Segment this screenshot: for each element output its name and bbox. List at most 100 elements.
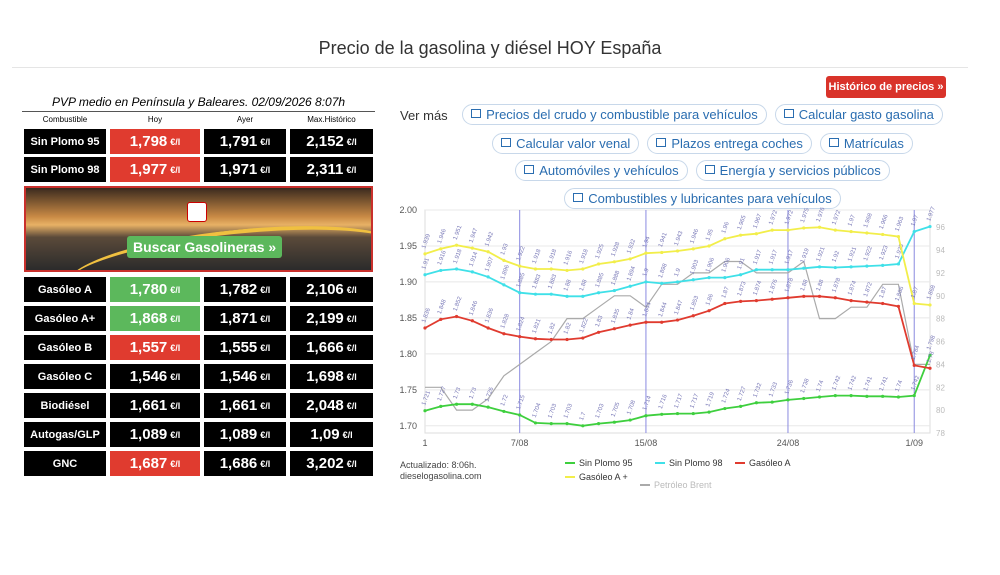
x-tick-label: 24/08 <box>777 438 800 448</box>
data-label: 1.727 <box>737 385 748 402</box>
point <box>881 263 885 267</box>
data-label: 1.966 <box>879 213 890 230</box>
divider <box>12 67 968 68</box>
data-label: 1.91 <box>737 257 747 271</box>
point <box>786 296 790 300</box>
data-label: 1.73 <box>469 386 479 400</box>
search-button[interactable]: Buscar Gasolineras » <box>127 236 283 258</box>
data-label: 1.885 <box>595 272 606 289</box>
point <box>470 319 474 323</box>
unit: €/l <box>260 371 271 382</box>
data-label: 1.923 <box>879 244 890 261</box>
data-label: 1.97 <box>910 214 920 228</box>
data-label: 1.784 <box>910 344 921 361</box>
history-button[interactable]: Histórico de precios » <box>826 76 946 98</box>
data-label: 1.916 <box>437 249 448 266</box>
link[interactable]: Plazos entrega coches <box>647 133 812 154</box>
point <box>770 297 774 301</box>
unit: €/l <box>260 429 271 440</box>
data-label: 1.946 <box>437 228 448 245</box>
unit: €/l <box>346 400 357 411</box>
data-label: 1.918 <box>453 248 464 265</box>
point <box>928 353 932 357</box>
price-cell: 2,152 €/l <box>290 129 373 154</box>
unit: €/l <box>346 342 357 353</box>
point <box>881 301 885 306</box>
point <box>754 232 759 236</box>
price: 1,666 <box>306 339 344 356</box>
y2-tick-label: 88 <box>936 315 945 324</box>
data-label: 1.84 <box>626 307 636 321</box>
link[interactable]: Calcular valor venal <box>492 133 640 154</box>
point <box>723 301 727 306</box>
page-title: Precio de la gasolina y diésel HOY Españ… <box>318 38 662 58</box>
data-label: 1.88 <box>800 278 810 292</box>
data-label: 1.717 <box>674 392 685 409</box>
unit: €/l <box>346 371 357 382</box>
price-cell: 1,977 €/l <box>110 157 200 182</box>
point <box>502 409 506 414</box>
data-label: 1.91 <box>421 257 431 271</box>
point <box>691 278 695 282</box>
price-cell: 1,871 €/l <box>204 306 286 331</box>
data-label: 1.78 <box>926 350 936 364</box>
data-label: 1.942 <box>484 231 495 248</box>
data-label: 1.903 <box>690 259 701 276</box>
data-label: 1.888 <box>611 269 622 286</box>
data-label: 1.872 <box>863 281 874 298</box>
data-label: 1.847 <box>674 299 685 316</box>
point <box>817 265 822 269</box>
point <box>691 411 695 416</box>
data-label: 1.88 <box>579 278 589 292</box>
data-label: 1.798 <box>926 334 937 351</box>
data-label: 1.86 <box>705 293 715 307</box>
data-label: 1.87 <box>721 286 731 300</box>
unit: €/l <box>170 284 181 295</box>
fuel-name: Sin Plomo 95 <box>24 129 106 154</box>
price: 2,311 <box>306 161 344 178</box>
legend-label: Gasóleo A + <box>579 472 628 482</box>
price-cell: 1,666 €/l <box>290 335 373 360</box>
point <box>802 226 806 230</box>
point <box>644 280 648 284</box>
price: 1,661 <box>219 397 258 414</box>
unit: €/l <box>346 164 357 175</box>
link[interactable]: Combustibles y lubricantes para vehículo… <box>564 188 841 209</box>
data-label: 1.878 <box>832 277 843 294</box>
price: 1,555 <box>219 339 258 356</box>
data-label: 1.977 <box>926 205 937 222</box>
data-label: 1.907 <box>484 256 495 273</box>
point <box>912 363 916 367</box>
data-label: 1.824 <box>516 316 527 333</box>
banner: Buscar Gasolineras » <box>24 186 373 272</box>
price-cell: 1,698 €/l <box>290 364 373 389</box>
x-tick-label: 15/08 <box>635 438 658 448</box>
price: 1,698 <box>306 368 344 385</box>
column-header: Ayer <box>236 115 254 124</box>
point <box>502 332 506 336</box>
point <box>849 299 853 303</box>
data-label: 1.975 <box>800 207 811 224</box>
data-label: 1.732 <box>753 382 764 399</box>
data-label: 1.836 <box>484 307 495 324</box>
fuel-name: Biodiésel <box>24 393 106 418</box>
point <box>881 232 885 237</box>
link[interactable]: Matrículas <box>819 133 913 154</box>
fuel-name: GNC <box>24 451 106 476</box>
point <box>912 229 916 234</box>
data-label: 1.87 <box>910 286 920 300</box>
link[interactable]: Energía y servicios públicos <box>695 160 890 181</box>
point <box>549 267 553 271</box>
fuel-name: Autogas/GLP <box>24 422 106 447</box>
point <box>644 251 648 255</box>
link[interactable]: Precios del crudo y combustible para veh… <box>462 104 767 125</box>
point <box>533 292 538 296</box>
link[interactable]: Automóviles y vehículos <box>515 160 688 181</box>
point <box>928 366 932 370</box>
point <box>439 268 443 273</box>
price: 1,09 <box>310 426 340 443</box>
link[interactable]: Calcular gasto gasolina <box>774 104 943 125</box>
price-cell: 1,546 €/l <box>204 364 286 389</box>
price: 1,546 <box>219 368 258 385</box>
data-label: 1.742 <box>847 374 858 391</box>
